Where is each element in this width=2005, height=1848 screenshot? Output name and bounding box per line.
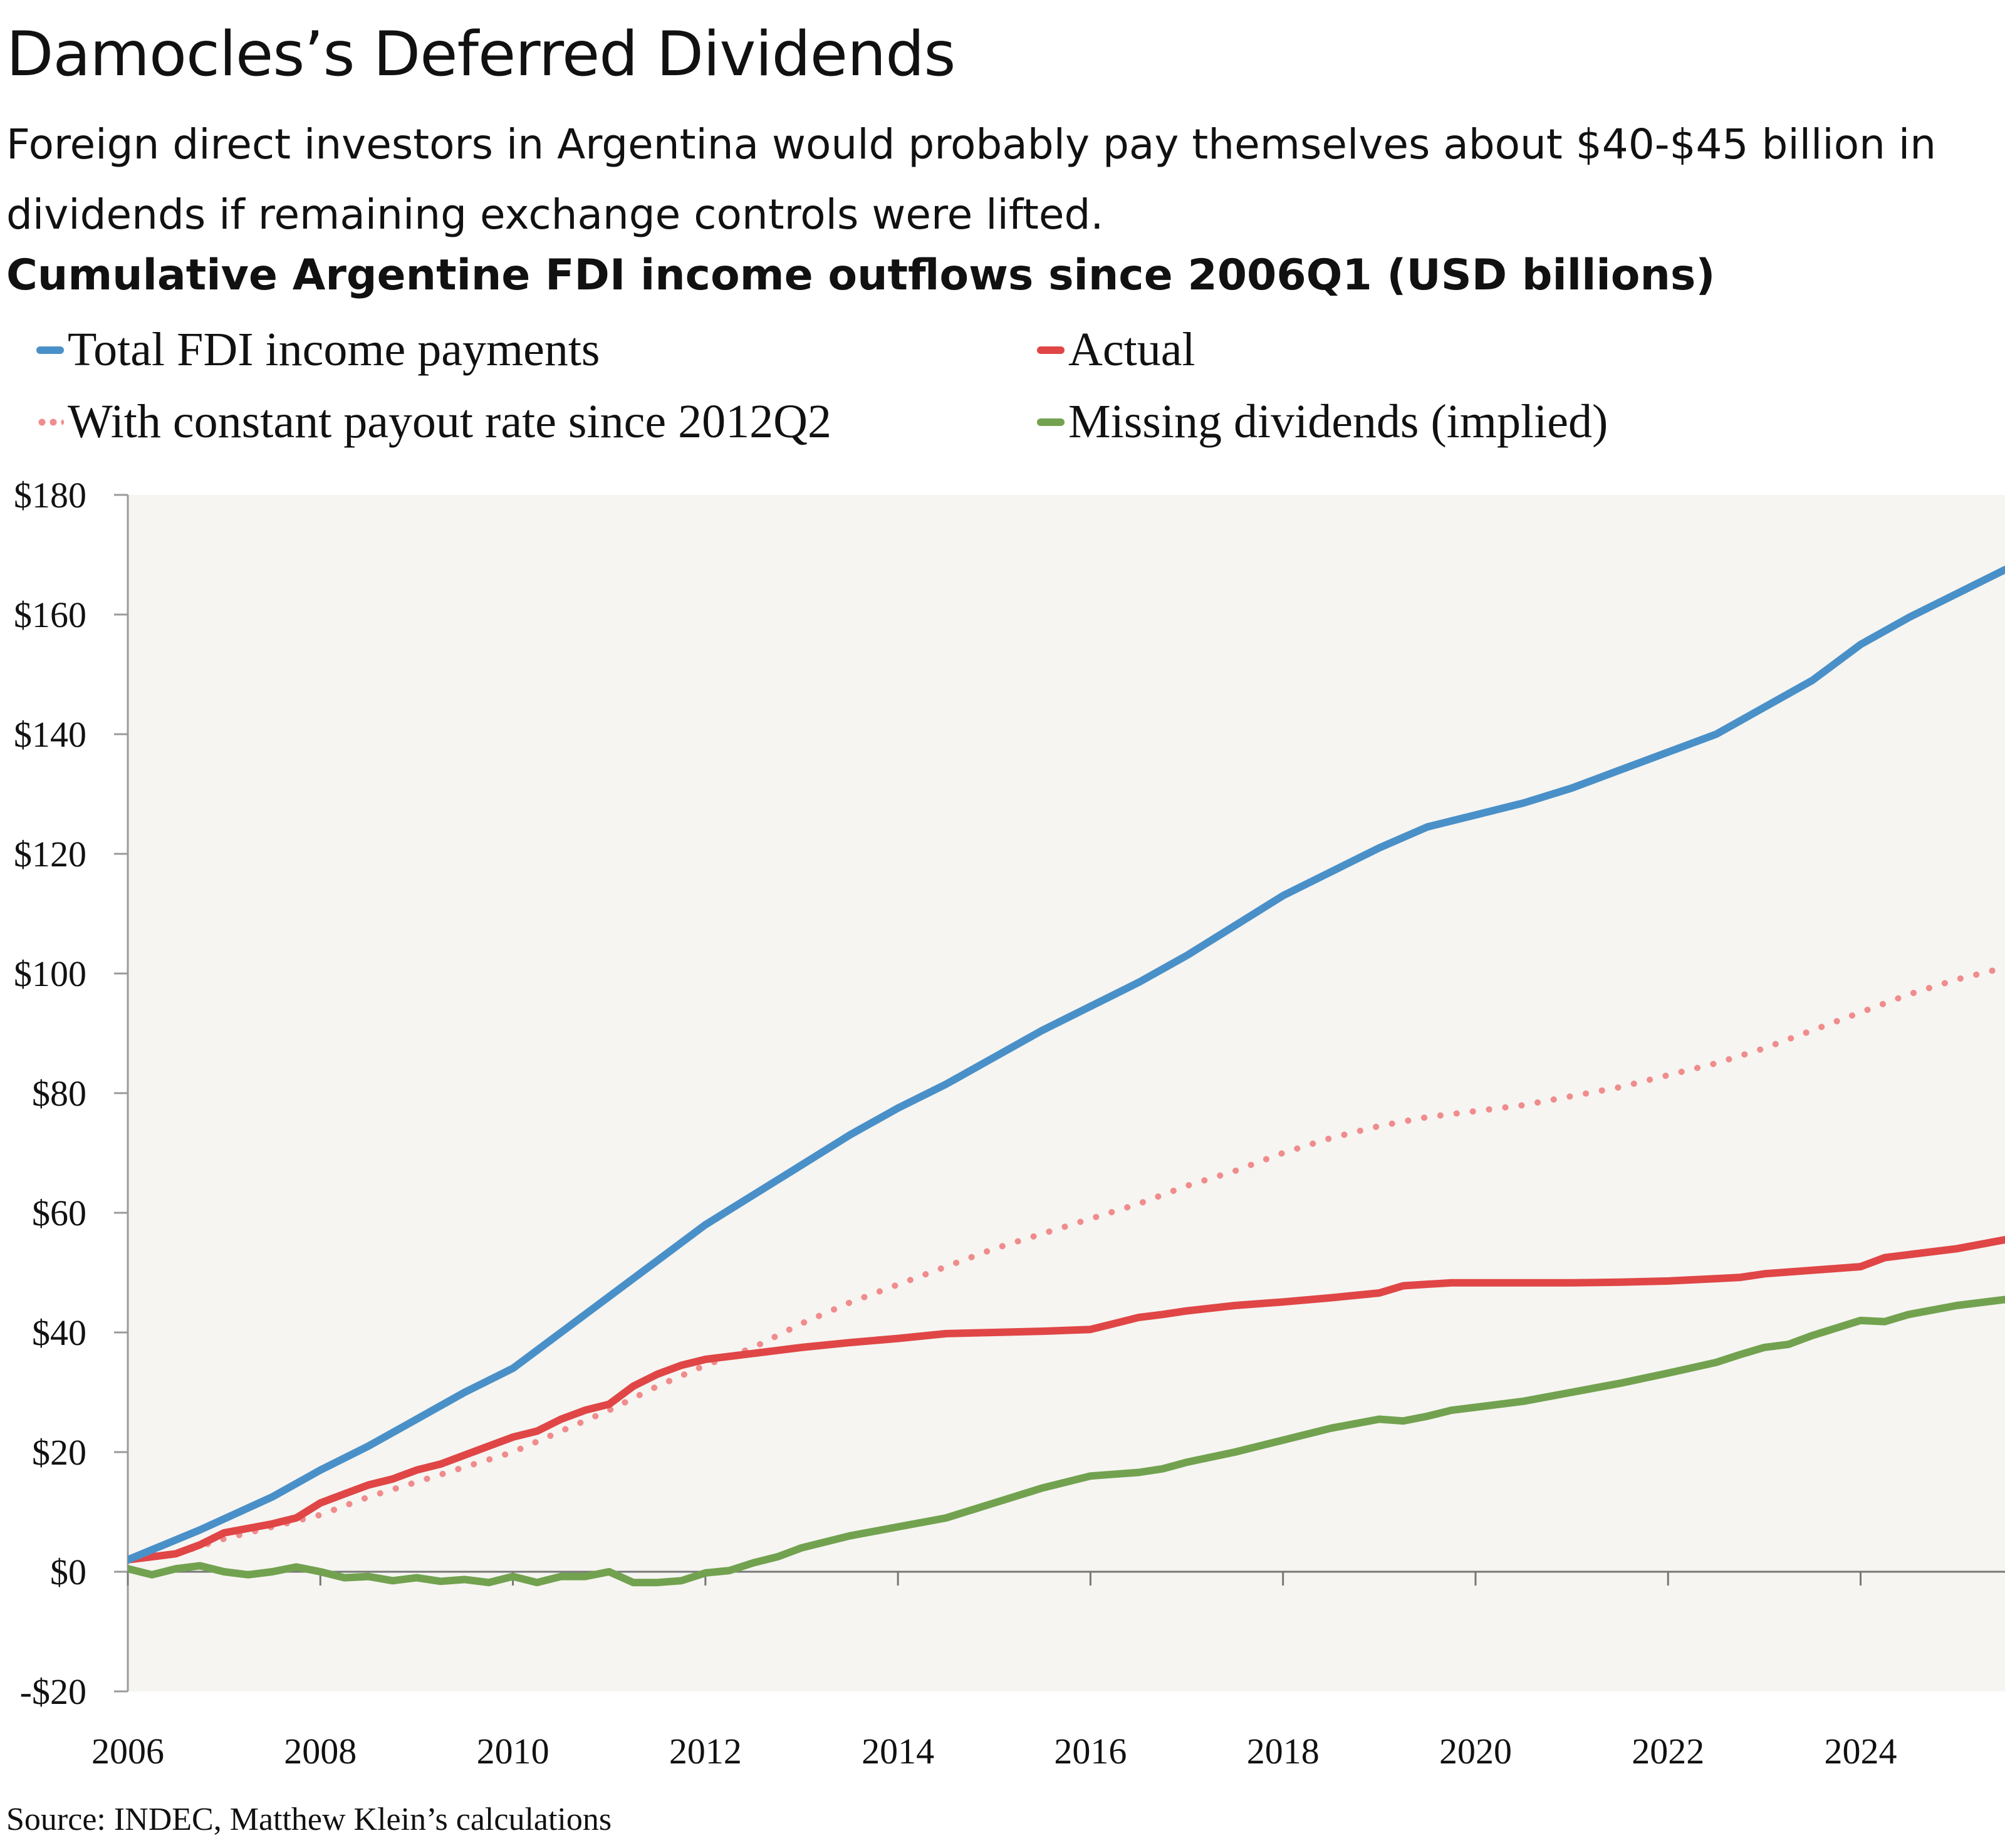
x-tick-label: 2012 [669, 1731, 742, 1772]
legend-item-missing: Missing dividends (implied) [1037, 395, 1608, 449]
series-line-missing [128, 1295, 2005, 1587]
source-note: Source: INDEC, Matthew Klein’s calculati… [6, 1802, 612, 1837]
legend-swatch-missing [1037, 418, 1065, 426]
y-tick-label: $120 [14, 834, 86, 875]
y-tick-label: $180 [14, 475, 86, 516]
y-tick-label: $0 [50, 1552, 86, 1592]
chart-title: Damocles’s Deferred Dividends [6, 19, 956, 90]
legend-item-constant: With constant payout rate since 2012Q2 [36, 395, 831, 449]
x-tick-label: 2020 [1439, 1731, 1512, 1772]
series-line-total [128, 566, 2005, 1564]
x-tick-label: 2024 [1825, 1731, 1897, 1772]
x-tick-label: 2008 [284, 1731, 357, 1772]
series-line-actual [128, 1236, 2005, 1564]
legend-label-constant: With constant payout rate since 2012Q2 [68, 395, 831, 448]
x-tick-label: 2016 [1054, 1731, 1127, 1772]
legend-label-missing: Missing dividends (implied) [1068, 395, 1608, 448]
y-tick-label: -$20 [20, 1671, 86, 1712]
y-tick-label: $40 [32, 1312, 86, 1353]
y-tick-label: $140 [14, 714, 86, 755]
legend-item-total: Total FDI income payments [36, 323, 600, 377]
chart-subtitle: Foreign direct investors in Argentina wo… [6, 120, 1937, 239]
y-tick-label: $60 [32, 1193, 86, 1233]
plot-background [128, 495, 2005, 1691]
x-tick-label: 2014 [862, 1731, 934, 1772]
legend-swatch-constant [36, 418, 64, 426]
x-tick-label: 2006 [91, 1731, 164, 1772]
x-tick-label: 2018 [1247, 1731, 1320, 1772]
y-tick-label: $160 [14, 594, 86, 635]
y-tick-label: $20 [32, 1432, 86, 1473]
legend-swatch-actual [1037, 346, 1065, 354]
legend-swatch-total [36, 346, 64, 354]
legend-item-actual: Actual [1037, 323, 1195, 377]
y-tick-label: $80 [32, 1073, 86, 1114]
x-tick-label: 2022 [1632, 1731, 1704, 1772]
y-tick-label: $100 [14, 953, 86, 994]
legend: Total FDI income payments Actual With co… [0, 323, 2005, 473]
legend-label-total: Total FDI income payments [68, 323, 600, 376]
legend-label-actual: Actual [1068, 323, 1195, 376]
x-tick-label: 2010 [477, 1731, 549, 1772]
chart-heading: Cumulative Argentine FDI income outflows… [6, 251, 1716, 300]
series-line-constant [128, 964, 2005, 1563]
